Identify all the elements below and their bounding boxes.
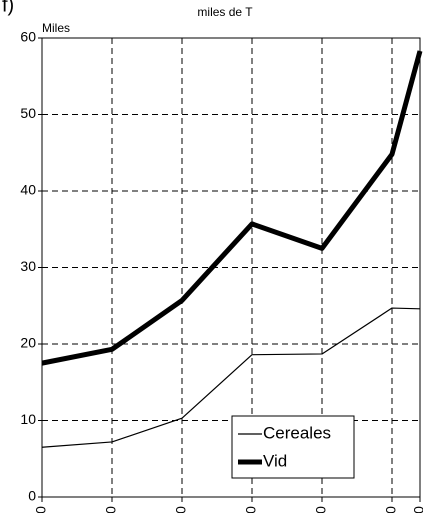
y-tick-label: 0: [28, 488, 36, 504]
plot-frame: [41, 37, 421, 498]
legend-label: Cereales: [263, 423, 331, 442]
x-tick-label: 0: [173, 506, 189, 513]
y-tick-label: 60: [20, 29, 36, 45]
chart-title: miles de T: [197, 5, 253, 19]
series-line: [41, 50, 423, 366]
x-tick-label: 0: [411, 506, 423, 513]
x-tick-label: 0: [103, 506, 119, 513]
y-tick-label: 50: [20, 105, 36, 121]
x-tick-label: 0: [313, 506, 329, 513]
y-tick-label: 40: [20, 182, 36, 198]
panel-label: f): [2, 0, 14, 16]
legend-label: Vid: [263, 451, 287, 470]
x-tick-label: 0: [383, 506, 399, 513]
x-tick-label: 0: [33, 506, 49, 513]
y-tick-label: 20: [20, 335, 36, 351]
x-tick-label: 0: [243, 506, 259, 513]
series-line: [41, 307, 421, 448]
y-tick-label: 30: [20, 258, 36, 274]
legend-box: [231, 415, 355, 479]
y-tick-label: 10: [20, 411, 36, 427]
y-axis-label: Miles: [42, 21, 70, 35]
